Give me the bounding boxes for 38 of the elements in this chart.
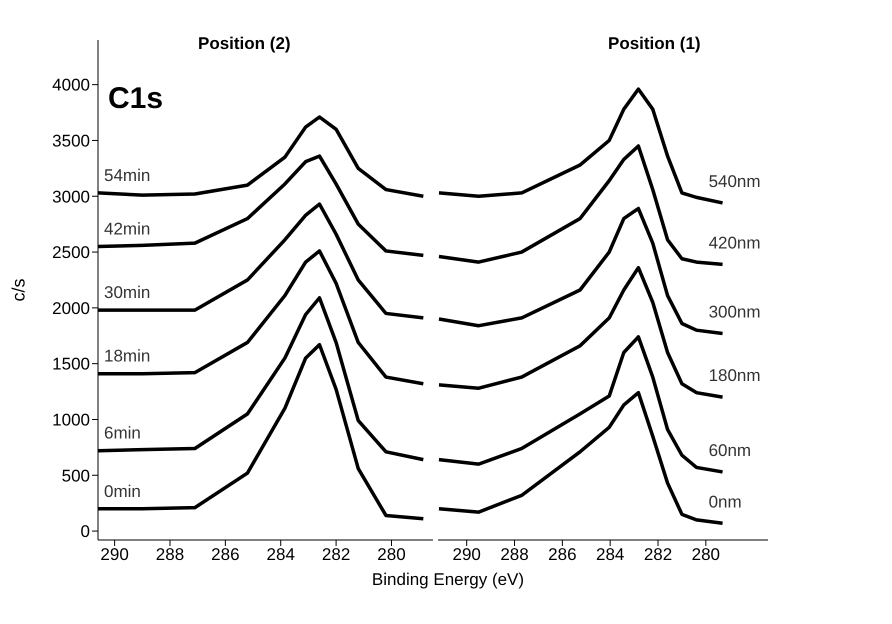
series-label: 54min: [104, 166, 150, 185]
series-label: 0min: [104, 482, 141, 501]
x-tick-label: 286: [548, 545, 577, 564]
x-tick-label: 282: [322, 545, 350, 564]
series-label: 540nm: [708, 172, 761, 191]
annotation: C1s: [108, 82, 164, 116]
x-tick-label: 290: [100, 545, 129, 564]
x-tick-label: 284: [266, 545, 295, 564]
series-label: 60nm: [708, 440, 752, 460]
y-tick-label: 1500: [52, 354, 90, 374]
series-label: 180nm: [708, 366, 761, 386]
y-axis-title: c/s: [8, 278, 28, 302]
y-tick-label: 500: [62, 466, 90, 486]
x-tick-label: 280: [377, 545, 406, 564]
series-label: 30min: [104, 283, 150, 302]
series-label: 420nm: [708, 233, 761, 252]
x-axis-title: Binding Energy (eV): [370, 570, 526, 590]
chart-title: Position (1): [608, 34, 701, 54]
series-label: 42min: [104, 219, 150, 238]
x-tick-label: 284: [596, 545, 624, 564]
x-tick-label: 282: [644, 545, 672, 564]
y-tick-label: 1000: [52, 410, 90, 430]
x-tick-label: 286: [211, 545, 240, 564]
y-tick-label: 0: [80, 522, 90, 542]
series-label: 18min: [104, 346, 150, 366]
x-tick-label: 288: [500, 545, 529, 564]
y-tick-label: 2000: [52, 298, 90, 318]
y-tick-label: 3500: [52, 131, 90, 150]
x-tick-label: 280: [692, 545, 720, 564]
y-tick-label: 3000: [52, 187, 90, 206]
y-tick-label: 4000: [52, 76, 90, 95]
series-label: 300nm: [708, 302, 761, 322]
x-tick-label: 290: [452, 545, 481, 564]
x-tick-label: 288: [156, 545, 184, 564]
chart-title: Position (2): [198, 34, 291, 54]
series-label: 6min: [104, 424, 141, 443]
series-label: 0nm: [708, 492, 742, 512]
y-tick-label: 2500: [52, 243, 90, 262]
